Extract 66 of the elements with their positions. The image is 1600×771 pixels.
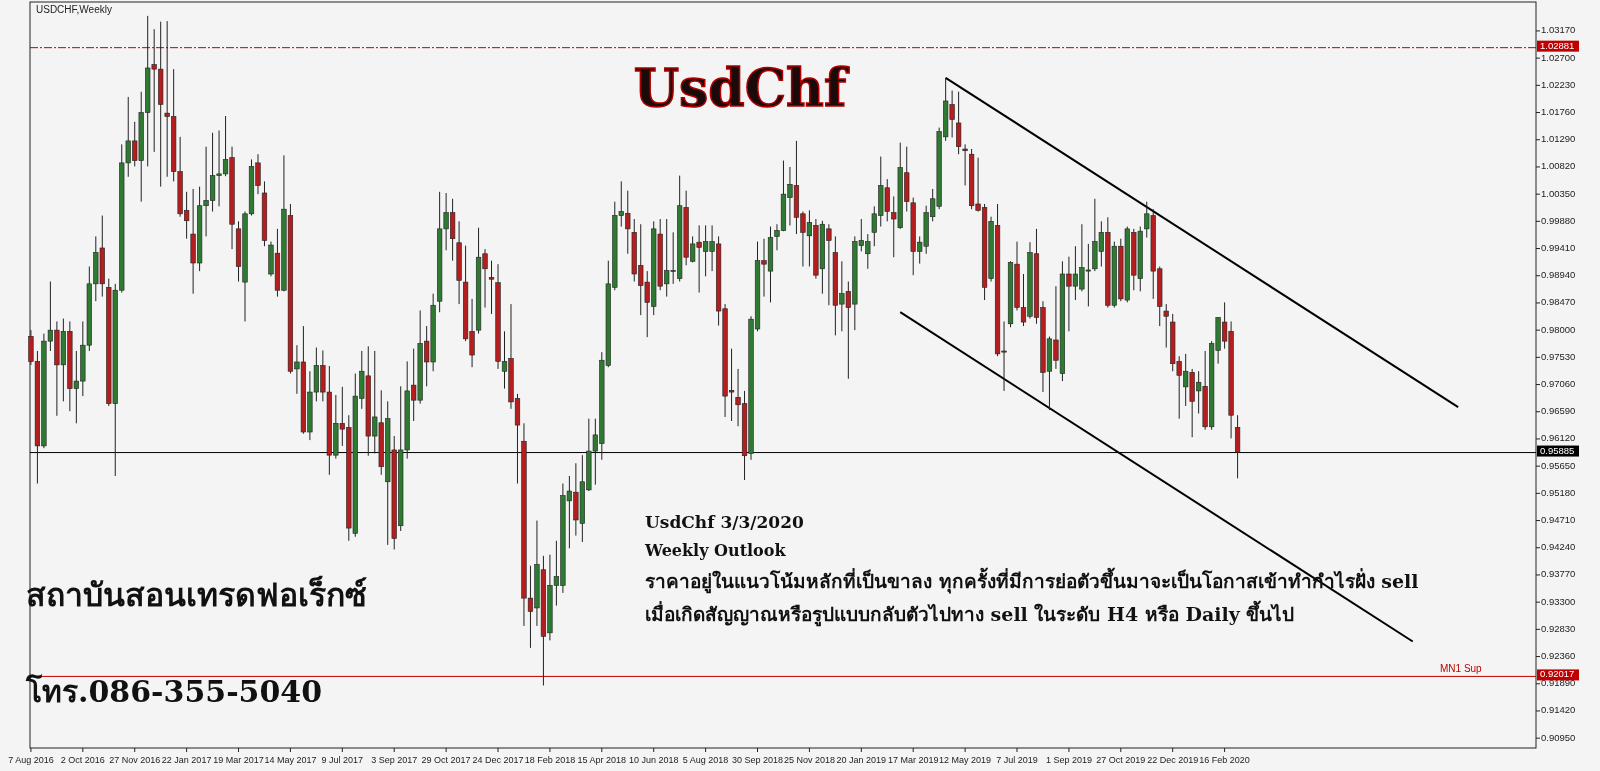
y-tick-label: 0.91420 — [1541, 704, 1576, 716]
y-tick-label: 0.92830 — [1541, 622, 1576, 634]
x-tick-label: 3 Sep 2017 — [371, 755, 418, 765]
x-tick-label: 18 Feb 2018 — [524, 755, 576, 765]
y-tick-label: 0.98470 — [1541, 296, 1576, 308]
y-tick-label: 1.03170 — [1541, 24, 1576, 36]
y-tick-label: 0.94710 — [1541, 514, 1576, 526]
annotation: สถาบันสอนเทรดฟอเร็กซ์ — [26, 575, 367, 614]
y-tick-label: 1.01290 — [1541, 133, 1576, 145]
y-tick-label: 0.97060 — [1541, 378, 1576, 390]
x-tick-label: 7 Aug 2016 — [8, 755, 54, 765]
ref-line-label: 1.02881 — [1540, 39, 1575, 51]
x-tick-label: 27 Nov 2016 — [109, 755, 161, 765]
annotation: MN1 Sup — [1440, 663, 1483, 675]
y-tick-label: 0.98000 — [1541, 323, 1576, 335]
candlestick — [1163, 303, 1169, 349]
annotation: เมื่อเกิดสัญญาณหรือรูปแบบกลับตัวไปทาง sell ในระดับ H4 หรือ Daily ขึ้นไป — [645, 600, 1295, 627]
x-tick-label: 1 Sep 2019 — [1045, 755, 1092, 765]
y-tick-label: 0.92360 — [1541, 650, 1576, 662]
y-tick-label: 1.02230 — [1541, 78, 1576, 90]
y-tick-label: 0.93770 — [1541, 568, 1576, 580]
candlestick — [956, 91, 962, 155]
y-tick-label: 0.91890 — [1541, 677, 1576, 689]
x-tick-label: 14 May 2017 — [264, 755, 317, 765]
text: UsdChf — [633, 57, 850, 118]
y-tick-label: 0.99410 — [1541, 242, 1576, 254]
annotation: UsdChf 3/3/2020 — [645, 512, 804, 532]
x-tick-label: 7 Jul 2019 — [996, 755, 1038, 765]
x-tick-label: 16 Feb 2020 — [1199, 755, 1250, 765]
x-tick-label: 22 Dec 2019 — [1147, 755, 1199, 765]
x-tick-label: 19 Mar 2017 — [213, 755, 264, 765]
y-tick-label: 0.95180 — [1541, 486, 1576, 498]
y-tick-label: 0.95650 — [1541, 459, 1576, 471]
ref-line-label: 0.92017 — [1540, 668, 1575, 680]
y-tick-label: 0.96120 — [1541, 432, 1576, 444]
y-tick-label: 0.96590 — [1541, 405, 1576, 417]
annotation: Weekly Outlook — [644, 541, 787, 560]
chart-subtitle: USDCHF,Weekly — [36, 4, 112, 15]
candlestick — [488, 260, 495, 315]
y-tick-label: 1.01760 — [1541, 106, 1576, 118]
ref-line-label: 0.95885 — [1540, 444, 1575, 456]
x-tick-label: 10 Jun 2018 — [628, 755, 679, 765]
x-tick-label: 20 Jan 2019 — [836, 755, 887, 765]
y-tick-label: 0.97530 — [1541, 350, 1576, 362]
x-tick-label: 9 Jul 2017 — [321, 755, 364, 765]
x-tick-label: 12 May 2019 — [939, 755, 992, 765]
y-tick-label: 1.00820 — [1541, 160, 1576, 172]
x-tick-label: 29 Oct 2017 — [421, 755, 471, 765]
x-tick-label: 2 Oct 2016 — [60, 755, 105, 765]
x-tick-label: 30 Sep 2018 — [731, 755, 784, 765]
y-tick-label: 0.93300 — [1541, 595, 1576, 607]
y-tick-label: 0.94240 — [1541, 541, 1576, 553]
y-tick-label: 1.00350 — [1541, 187, 1576, 199]
x-tick-label: 27 Oct 2019 — [1096, 755, 1146, 765]
annotation: โทร.086-355-5040 — [25, 673, 323, 709]
y-tick-label: 0.99880 — [1541, 214, 1576, 226]
x-tick-label: 17 Mar 2019 — [887, 755, 939, 765]
y-tick-label: 0.90950 — [1541, 731, 1576, 743]
y-tick-label: 1.02700 — [1541, 51, 1576, 63]
x-tick-label: 5 Aug 2018 — [682, 755, 729, 765]
candlestick — [962, 143, 968, 186]
x-tick-label: 15 Apr 2018 — [577, 755, 627, 765]
x-tick-label: 25 Nov 2018 — [783, 755, 835, 765]
y-tick-label: 0.98940 — [1541, 269, 1576, 281]
x-tick-label: 24 Dec 2017 — [472, 755, 524, 765]
x-tick-label: 22 Jan 2017 — [161, 755, 212, 765]
